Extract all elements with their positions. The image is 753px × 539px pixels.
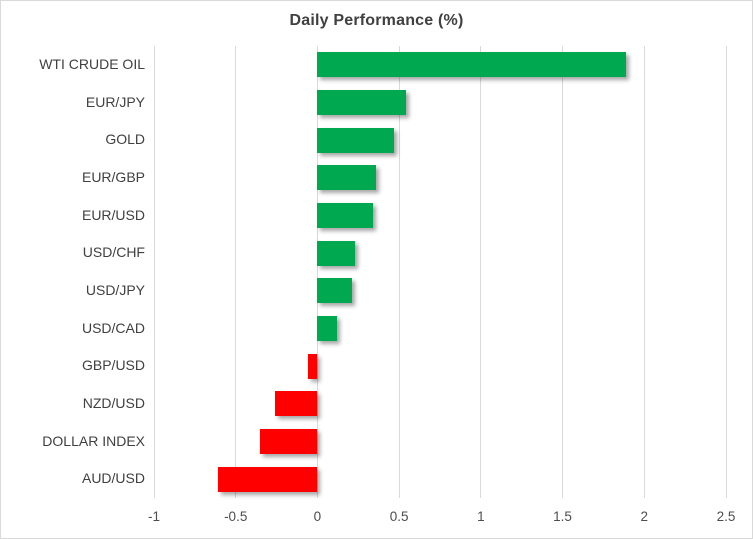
- bar-eur-usd: [317, 203, 373, 228]
- bar-eur-jpy: [317, 90, 406, 115]
- gridline: [316, 46, 318, 498]
- bar-gbp-usd: [307, 353, 318, 379]
- category-label: EUR/JPY: [85, 93, 145, 110]
- x-tick-label: 0.5: [389, 509, 409, 524]
- gridline: [153, 46, 155, 498]
- bar-dollar-index: [260, 429, 318, 454]
- category-label: USD/CHF: [82, 244, 145, 261]
- bar-usd-chf: [317, 240, 355, 266]
- category-label: GBP/USD: [81, 357, 145, 374]
- category-label: NZD/USD: [82, 395, 145, 411]
- bar-usd-jpy: [317, 278, 352, 304]
- category-label: GOLD: [105, 131, 145, 148]
- bar-gold: [317, 127, 395, 153]
- category-label: DOLLAR INDEX: [42, 432, 145, 449]
- gridline: [480, 46, 482, 498]
- bar-aud-usd: [217, 466, 318, 492]
- gridline: [725, 46, 727, 498]
- x-tick-label: 2: [640, 509, 649, 524]
- category-label: EUR/USD: [81, 206, 145, 223]
- bar-nzd-usd: [274, 391, 318, 417]
- x-tick-label: 0: [313, 509, 322, 524]
- chart-title: Daily Performance (%): [289, 12, 464, 29]
- category-label: EUR/GBP: [81, 169, 145, 185]
- bar-usd-cad: [317, 316, 338, 341]
- gridline: [235, 46, 237, 498]
- x-tick-label: 1: [477, 509, 485, 524]
- category-label: USD/JPY: [85, 282, 145, 298]
- x-tick-label: -0.5: [224, 509, 248, 524]
- category-label: AUD/USD: [81, 470, 145, 487]
- x-tick-label: -1: [147, 509, 160, 524]
- gridline: [398, 46, 400, 498]
- bar-eur-gbp: [317, 165, 377, 191]
- bar-wti-crude-oil: [317, 52, 627, 78]
- gridline: [643, 46, 645, 498]
- category-label: USD/CAD: [81, 319, 145, 336]
- gridline: [562, 46, 564, 498]
- x-tick-label: 2.5: [716, 509, 736, 524]
- x-tick-label: 1.5: [553, 509, 572, 524]
- category-label: WTI CRUDE OIL: [39, 56, 145, 72]
